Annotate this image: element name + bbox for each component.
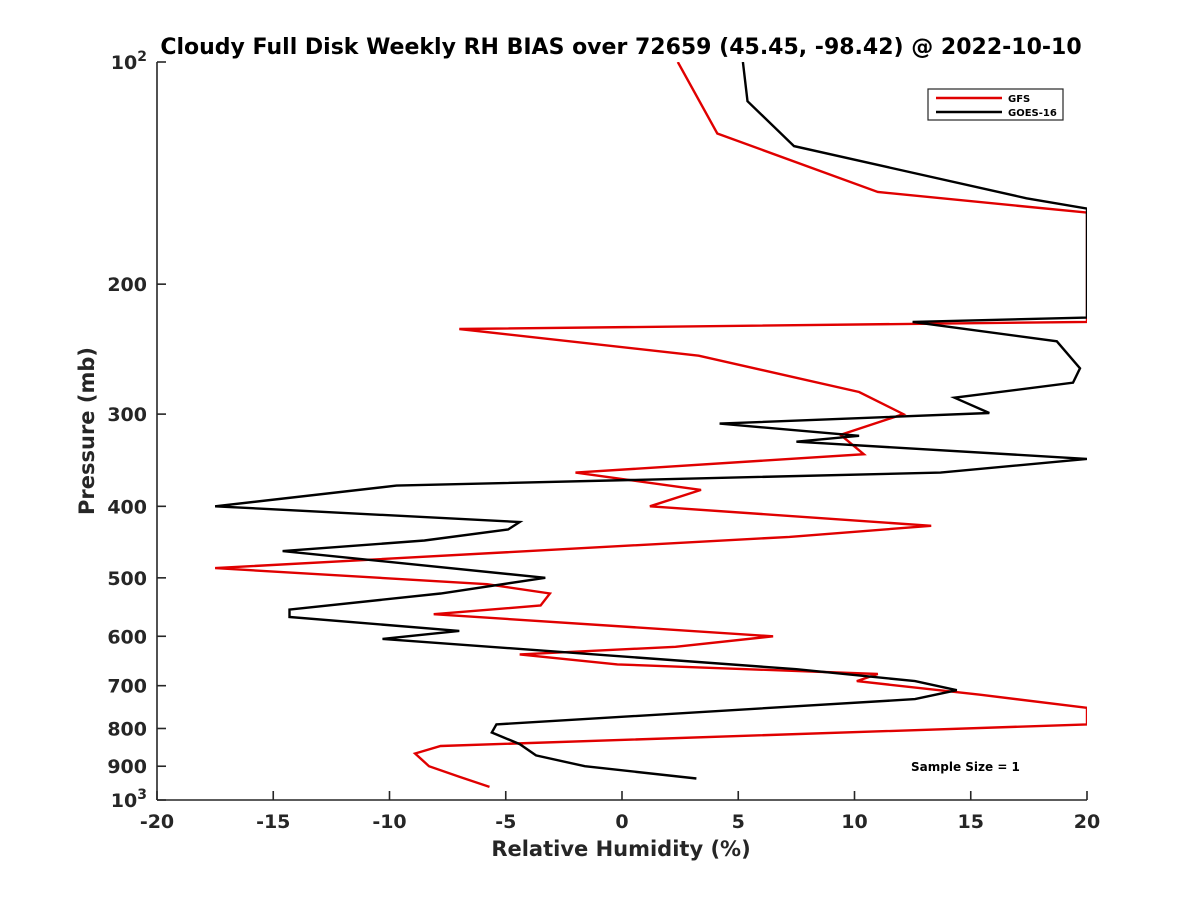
y-tick-label: 400 — [107, 496, 147, 518]
plot-area — [214, 62, 1087, 789]
x-tick-label: 0 — [615, 811, 628, 833]
series-line-goes-16 — [214, 62, 1087, 780]
y-tick-label: 500 — [107, 568, 147, 590]
y-ticks: 102 200 300 400 500 600 700 800 900 103 — [107, 49, 166, 812]
y-tick-label: 102 — [111, 49, 147, 74]
legend-box — [927, 88, 1064, 121]
x-axis-label: Relative Humidity (%) — [491, 837, 750, 861]
x-tick-label: -10 — [372, 811, 406, 833]
sample-size-annotation: Sample Size = 1 — [911, 760, 1020, 774]
legend-label: GOES-16 — [1008, 108, 1057, 119]
y-tick-label: 103 — [111, 787, 147, 812]
x-tick-label: -5 — [495, 811, 516, 833]
legend-label: GFS — [1008, 94, 1030, 105]
x-tick-label: -20 — [140, 811, 174, 833]
y-axis-label: Pressure (mb) — [75, 347, 99, 515]
y-tick-label: 300 — [107, 404, 147, 426]
x-tick-label: 5 — [732, 811, 745, 833]
x-tick-label: -15 — [256, 811, 290, 833]
legend: GFS GOES-16 — [927, 88, 1064, 121]
x-ticks: -20 -15 -10 -5 0 5 10 15 20 — [140, 791, 1100, 833]
chart-title: Cloudy Full Disk Weekly RH BIAS over 726… — [160, 35, 1081, 60]
y-tick-label: 200 — [107, 274, 147, 296]
y-tick-label: 900 — [107, 756, 147, 778]
y-tick-label: 800 — [107, 718, 147, 740]
series-line-gfs — [215, 62, 1087, 789]
series-layer — [214, 62, 1087, 789]
y-tick-label: 600 — [107, 626, 147, 648]
x-tick-label: 20 — [1074, 811, 1100, 833]
y-tick-label: 700 — [107, 676, 147, 698]
x-tick-label: 15 — [958, 811, 984, 833]
x-tick-label: 10 — [841, 811, 867, 833]
